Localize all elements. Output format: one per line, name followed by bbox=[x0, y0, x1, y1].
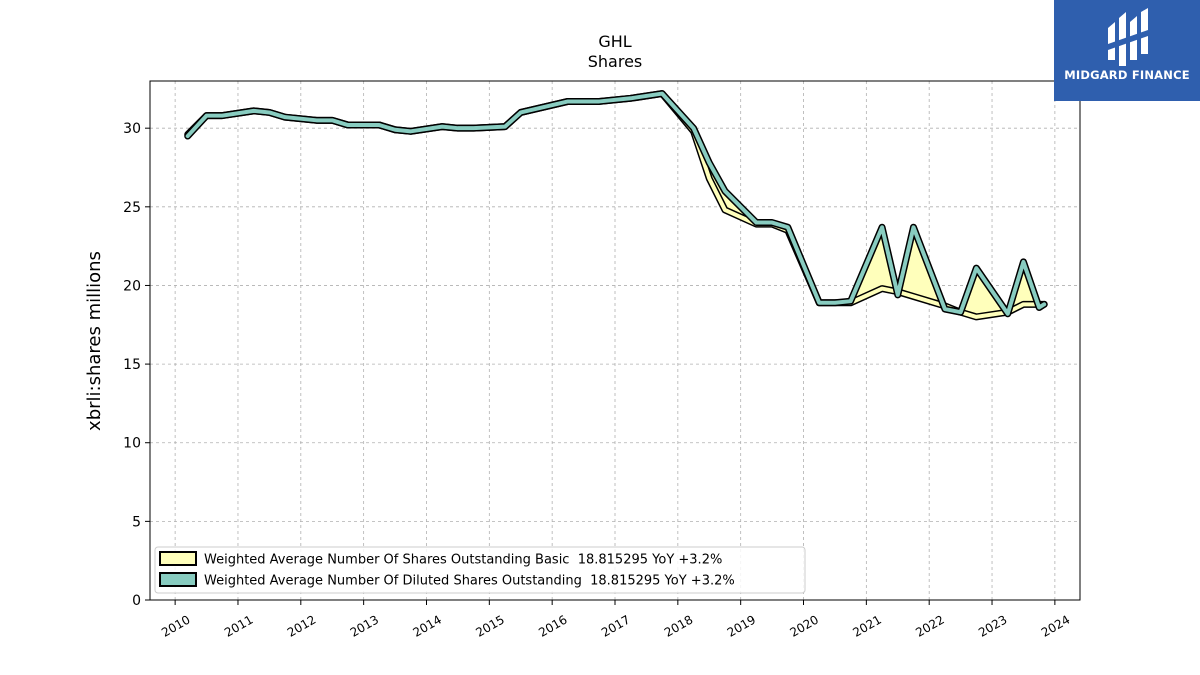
series-line-diluted bbox=[185, 91, 1047, 316]
chart-subtitle: Shares bbox=[588, 52, 643, 71]
y-tick-label: 15 bbox=[123, 357, 141, 373]
legend-box bbox=[154, 546, 806, 594]
legend-swatch-diluted bbox=[159, 572, 197, 587]
y-tick-label: 25 bbox=[123, 200, 141, 216]
y-axis-label: xbrli:shares millions bbox=[84, 251, 105, 431]
series-line-layer bbox=[184, 90, 1048, 321]
series-fill-layer bbox=[186, 92, 1045, 318]
legend-swatch-basic bbox=[159, 551, 197, 566]
x-tick-label: 2021 bbox=[850, 612, 883, 639]
legend-label-basic: Weighted Average Number Of Shares Outsta… bbox=[204, 553, 722, 568]
midgard-logo-icon bbox=[1108, 8, 1148, 66]
y-tick-label: 5 bbox=[132, 514, 141, 530]
y-tick-label: 20 bbox=[123, 278, 141, 294]
x-tick-label: 2010 bbox=[159, 612, 192, 639]
chart-title: GHL bbox=[598, 32, 631, 51]
x-tick-label: 2015 bbox=[473, 612, 506, 639]
x-tick-label: 2022 bbox=[913, 612, 946, 639]
x-tick-label: 2012 bbox=[285, 612, 318, 639]
x-tick-label: 2016 bbox=[536, 612, 569, 639]
grid-lines bbox=[150, 81, 1080, 601]
x-tick-label: 2017 bbox=[599, 612, 632, 639]
y-tick-label: 0 bbox=[132, 593, 141, 609]
x-tick-label: 2013 bbox=[348, 612, 381, 639]
x-tick-label: 2014 bbox=[411, 612, 444, 639]
brand-logo: MIDGARD FINANCE bbox=[1054, 0, 1200, 101]
brand-logo-text: MIDGARD FINANCE bbox=[1064, 68, 1190, 82]
x-tick-label: 2020 bbox=[788, 612, 821, 639]
legend-label-diluted: Weighted Average Number Of Diluted Share… bbox=[204, 574, 735, 589]
x-tick-label: 2018 bbox=[662, 612, 695, 639]
x-tick-label: 2019 bbox=[725, 612, 758, 639]
y-tick-label: 10 bbox=[123, 436, 141, 452]
y-tick-label: 30 bbox=[123, 121, 141, 137]
x-tick-label: 2023 bbox=[976, 612, 1009, 639]
series-band-basic bbox=[186, 92, 1045, 318]
x-tick-label: 2011 bbox=[222, 612, 255, 639]
legend: Weighted Average Number Of Shares Outsta… bbox=[154, 546, 806, 594]
x-tick-label: 2024 bbox=[1039, 612, 1072, 639]
